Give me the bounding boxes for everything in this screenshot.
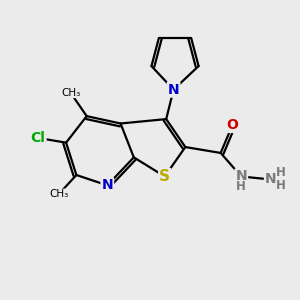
- Text: H: H: [276, 167, 286, 179]
- Text: N: N: [265, 172, 277, 186]
- Text: CH₃: CH₃: [49, 189, 68, 199]
- Text: N: N: [101, 178, 113, 192]
- Text: H: H: [276, 179, 286, 192]
- Text: O: O: [226, 118, 238, 132]
- Text: H: H: [236, 180, 246, 193]
- Text: CH₃: CH₃: [61, 88, 80, 98]
- Text: N: N: [236, 169, 247, 184]
- Text: Cl: Cl: [31, 131, 46, 145]
- Text: S: S: [159, 169, 170, 184]
- Text: N: N: [168, 82, 179, 97]
